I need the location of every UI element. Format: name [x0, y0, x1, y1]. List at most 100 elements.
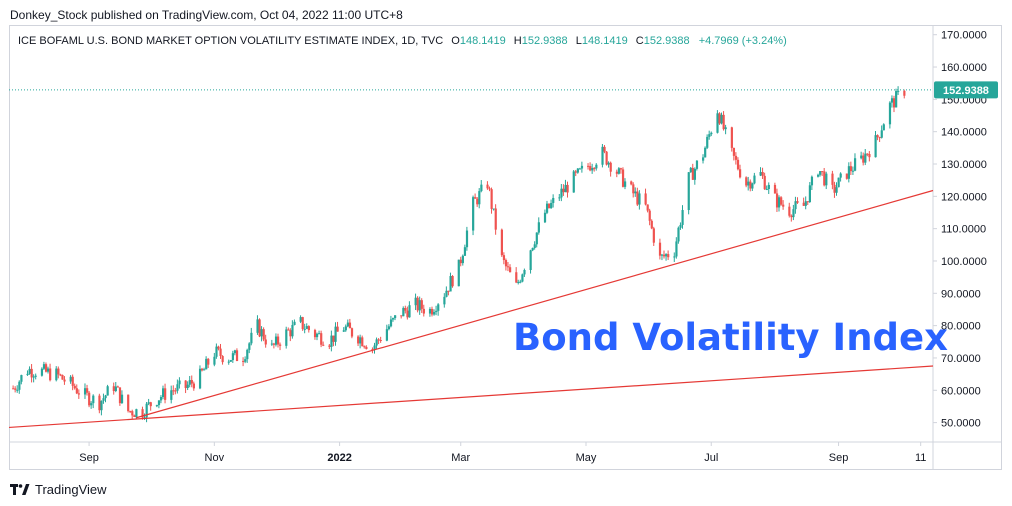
candle-body — [724, 127, 727, 130]
candle-body — [892, 98, 896, 108]
candle-body — [114, 386, 117, 392]
candle-body — [443, 296, 446, 305]
candle-body — [318, 333, 321, 335]
candle-body — [529, 250, 532, 271]
candle-body — [363, 346, 366, 348]
candle-body — [133, 415, 136, 417]
candle-body — [509, 267, 512, 273]
candle-body — [595, 164, 598, 169]
candle-body — [147, 402, 150, 404]
candle-body — [702, 157, 705, 161]
candle-body — [172, 390, 175, 392]
candle-body — [562, 188, 565, 193]
candle-body — [866, 153, 869, 155]
candle-body — [632, 184, 635, 194]
candle-body — [603, 146, 606, 152]
candle-body — [794, 201, 797, 210]
candle-body — [675, 241, 678, 257]
candle-body — [521, 274, 524, 282]
candle-body — [537, 222, 540, 233]
candle-body — [435, 310, 438, 312]
x-tick-label: May — [576, 452, 597, 464]
candle-body — [264, 339, 267, 345]
candle-body — [548, 203, 551, 209]
candle-body — [285, 329, 288, 346]
candle-body — [646, 204, 649, 211]
candle-body — [474, 197, 477, 199]
candle-body — [704, 147, 707, 158]
candle-body — [652, 228, 655, 243]
candle-body — [34, 375, 37, 377]
candle-body — [862, 155, 865, 163]
candle-body — [221, 356, 224, 363]
candle-body — [375, 339, 378, 346]
candle-body — [880, 130, 883, 138]
candle-body — [127, 394, 130, 412]
candle-body — [837, 177, 840, 188]
candle-body — [361, 337, 364, 347]
candle-body — [825, 173, 828, 186]
open-value: 148.1419 — [459, 35, 506, 47]
candle-body — [593, 168, 596, 170]
candle-body — [12, 388, 15, 390]
candle-body — [336, 326, 339, 332]
candle-body — [422, 308, 425, 314]
candle-body — [706, 136, 709, 148]
candle-body — [580, 165, 584, 169]
candle-body — [564, 184, 567, 193]
candle-body — [40, 368, 44, 376]
y-tick-label: 80.0000 — [941, 321, 981, 333]
candle-body — [77, 393, 81, 395]
chart-annotation: Bond Volatility Index — [513, 316, 948, 359]
candle-body — [808, 185, 811, 203]
candle-body — [839, 173, 842, 178]
candle-body — [44, 364, 48, 372]
candle-body — [802, 202, 805, 206]
candle-body — [106, 386, 109, 396]
candle-body — [402, 308, 405, 317]
candle-body — [476, 198, 479, 205]
candle-body — [515, 272, 518, 283]
candle-body — [437, 304, 440, 311]
candle-body — [28, 368, 31, 374]
candle-body — [574, 171, 577, 173]
candle-body — [357, 336, 360, 344]
candle-body — [619, 168, 623, 170]
candle-body — [328, 345, 331, 347]
candle-body — [346, 322, 349, 327]
candle-body — [773, 184, 777, 194]
candle-body — [463, 247, 467, 256]
candle-body — [673, 256, 676, 258]
candle-body — [418, 300, 421, 311]
footer-branding[interactable]: TradingView — [10, 482, 107, 497]
candle-body — [406, 310, 409, 318]
candle-body — [227, 361, 230, 363]
candle-body — [853, 158, 857, 171]
y-tick-label: 120.0000 — [941, 191, 987, 203]
trendline — [136, 189, 934, 419]
candle-body — [408, 305, 411, 318]
candle-body — [710, 132, 713, 135]
candle-body — [667, 254, 670, 258]
candle-body — [745, 177, 748, 186]
y-tick-label: 90.0000 — [941, 288, 981, 300]
candle-body — [576, 168, 579, 173]
candle-body — [350, 328, 354, 337]
candle-body — [400, 315, 403, 317]
candle-body — [394, 315, 397, 319]
candle-body — [73, 385, 76, 389]
candle-body — [270, 343, 274, 345]
candle-body — [500, 229, 503, 256]
candle-body — [589, 166, 592, 171]
candle-body — [782, 204, 785, 207]
candle-body — [747, 181, 750, 186]
candle-body — [778, 197, 781, 208]
candle-body — [890, 98, 894, 103]
candle-body — [92, 395, 95, 404]
candle-body — [660, 254, 664, 256]
candle-body — [472, 197, 475, 231]
candle-body — [775, 193, 779, 208]
candle-body — [30, 368, 33, 378]
candle-body — [849, 166, 853, 172]
